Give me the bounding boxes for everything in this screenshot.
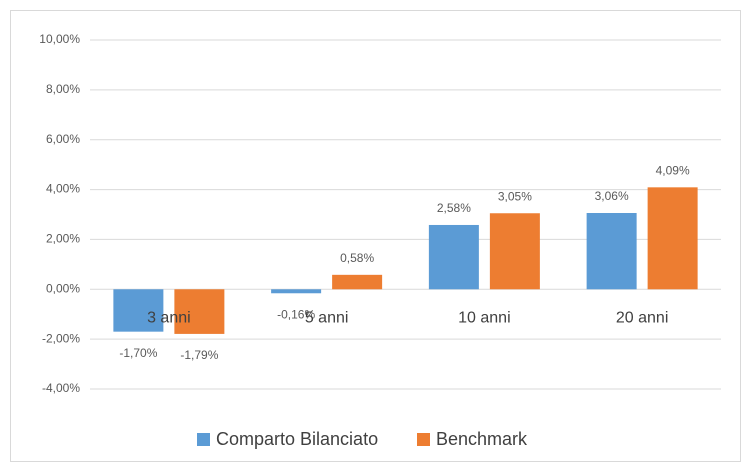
- value-label: -0,16%: [277, 307, 315, 321]
- value-label: 3,05%: [498, 189, 532, 203]
- bar: [586, 213, 637, 290]
- bar: [647, 187, 698, 290]
- bar: [113, 289, 164, 332]
- y-tick-label: 8,00%: [46, 82, 80, 96]
- bar: [489, 213, 540, 290]
- y-tick-label: 4,00%: [46, 182, 80, 196]
- x-tick-label: 20 anni: [616, 310, 669, 327]
- x-tick-label: 3 anni: [147, 310, 191, 327]
- legend-swatch: [417, 433, 430, 446]
- x-tick-label: 10 anni: [458, 310, 511, 327]
- legend-label: Comparto Bilanciato: [216, 429, 378, 449]
- bar: [332, 274, 383, 290]
- y-tick-label: -4,00%: [42, 381, 80, 395]
- bar: [174, 289, 225, 334]
- legend-label: Benchmark: [436, 429, 528, 449]
- y-tick-label: 6,00%: [46, 132, 80, 146]
- y-tick-label: 10,00%: [39, 32, 80, 46]
- legend-swatch: [197, 433, 210, 446]
- bar: [428, 224, 479, 290]
- y-tick-label: -2,00%: [42, 331, 80, 345]
- value-label: 2,58%: [437, 201, 471, 215]
- bar: [271, 289, 322, 294]
- x-tick-label: 5 anni: [305, 310, 349, 327]
- value-label: 0,58%: [340, 251, 374, 265]
- y-tick-label: 2,00%: [46, 232, 80, 246]
- value-label: 4,09%: [656, 163, 690, 177]
- value-label: -1,70%: [119, 346, 157, 360]
- y-tick-label: 0,00%: [46, 281, 80, 295]
- value-label: -1,79%: [180, 348, 218, 362]
- value-label: 3,06%: [595, 189, 629, 203]
